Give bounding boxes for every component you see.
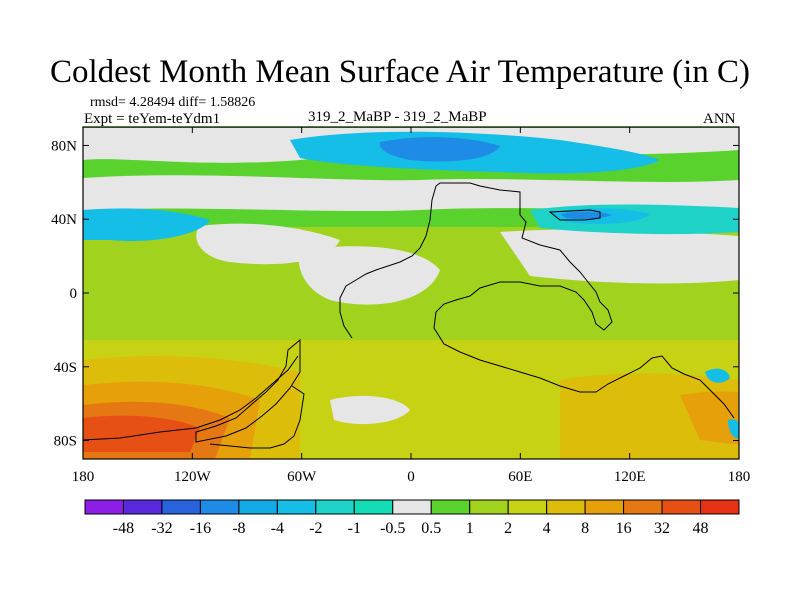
- y-tick-label: 40N: [51, 212, 77, 228]
- season-label: ANN: [703, 111, 736, 127]
- field-asia-neutral: [500, 229, 739, 284]
- x-tick-label: 0: [407, 469, 415, 485]
- x-tick-label: 180: [72, 469, 95, 485]
- colorbar-box: [122, 499, 163, 515]
- x-tick-label: 60E: [508, 469, 532, 485]
- chart-subtitle: 319_2_MaBP - 319_2_MaBP: [308, 109, 487, 125]
- colorbar-box: [623, 499, 663, 515]
- colorbar-box: [84, 499, 124, 515]
- colorbar-label: -0.5: [380, 520, 405, 537]
- colorbar-label: 1: [466, 520, 474, 537]
- y-tick-label: 80N: [51, 138, 77, 154]
- colorbar-box: [430, 499, 471, 515]
- colorbar-label: 8: [581, 520, 589, 537]
- chart-title: Coldest Month Mean Surface Air Temperatu…: [50, 54, 750, 90]
- colorbar-box: [392, 499, 432, 515]
- colorbar-box: [199, 499, 240, 515]
- field-australia-cool: [705, 368, 730, 383]
- x-tick-label: 120E: [614, 469, 646, 485]
- colorbar-label: 16: [616, 520, 632, 537]
- colorbar: -48 -32 -16 -8 -4 -2 -1 -0.5 0.5 1 2 4 8 16 32 48: [84, 499, 740, 537]
- europe-outline: [339, 185, 437, 339]
- colorbar-label: 48: [693, 520, 709, 537]
- field-north-neutral-band: [83, 175, 739, 212]
- colorbar-box: [584, 499, 625, 515]
- colorbar-label: -2: [309, 520, 322, 537]
- x-tick-label: 120W: [174, 469, 212, 485]
- colorbar-label: -1: [348, 520, 361, 537]
- y-axis: 80N 40N 0 40S 80S: [51, 138, 739, 450]
- x-tick-label: 60W: [287, 469, 317, 485]
- colorbar-label: -16: [190, 520, 211, 537]
- colorbar-box: [353, 499, 394, 515]
- field-north-pacific-cool: [83, 208, 210, 242]
- colorbar-box: [700, 499, 740, 515]
- colorbar-box: [276, 499, 317, 515]
- colorbar-box: [661, 499, 702, 515]
- stats-text: rmsd= 4.28494 diff= 1.58826: [90, 95, 256, 110]
- colorbar-label: -32: [151, 520, 172, 537]
- y-tick-label: 0: [70, 286, 78, 302]
- field-arctic-cold: [379, 137, 500, 162]
- colorbar-box: [161, 499, 201, 515]
- colorbar-label: -48: [113, 520, 134, 537]
- field-europe-neutral: [298, 246, 440, 305]
- y-tick-label: 80S: [54, 434, 77, 450]
- colorbar-label: 2: [504, 520, 512, 537]
- colorbar-box: [238, 499, 278, 515]
- field-south-pacific-hottest: [83, 415, 200, 452]
- field-south-atlantic-neutral: [330, 395, 410, 425]
- eurasia-africa-outline: [433, 182, 735, 419]
- y-tick-label: 40S: [54, 360, 77, 376]
- east-asia-outline: [548, 209, 601, 221]
- colorbar-label: 4: [543, 520, 551, 537]
- colorbar-label: 0.5: [421, 520, 441, 537]
- experiment-label: Expt = teYem-teYdm1: [84, 111, 221, 127]
- map-field: [83, 127, 739, 459]
- colorbar-label: -4: [271, 520, 284, 537]
- colorbar-label: 32: [654, 520, 670, 537]
- colorbar-box: [507, 499, 548, 515]
- field-nz-cool: [728, 419, 739, 439]
- antarctic-peninsula-outline: [209, 385, 305, 449]
- colorbar-label: -8: [232, 520, 245, 537]
- continent-outlines: [83, 182, 735, 449]
- southern-coast-outline: [83, 355, 299, 441]
- colorbar-box: [315, 499, 355, 515]
- field-east-asia-coldest: [560, 211, 612, 219]
- x-axis: 180 120W 60W 0 60E 120E 180: [72, 127, 751, 485]
- colorbar-box: [469, 499, 509, 515]
- x-tick-label: 180: [728, 469, 751, 485]
- colorbar-box: [546, 499, 586, 515]
